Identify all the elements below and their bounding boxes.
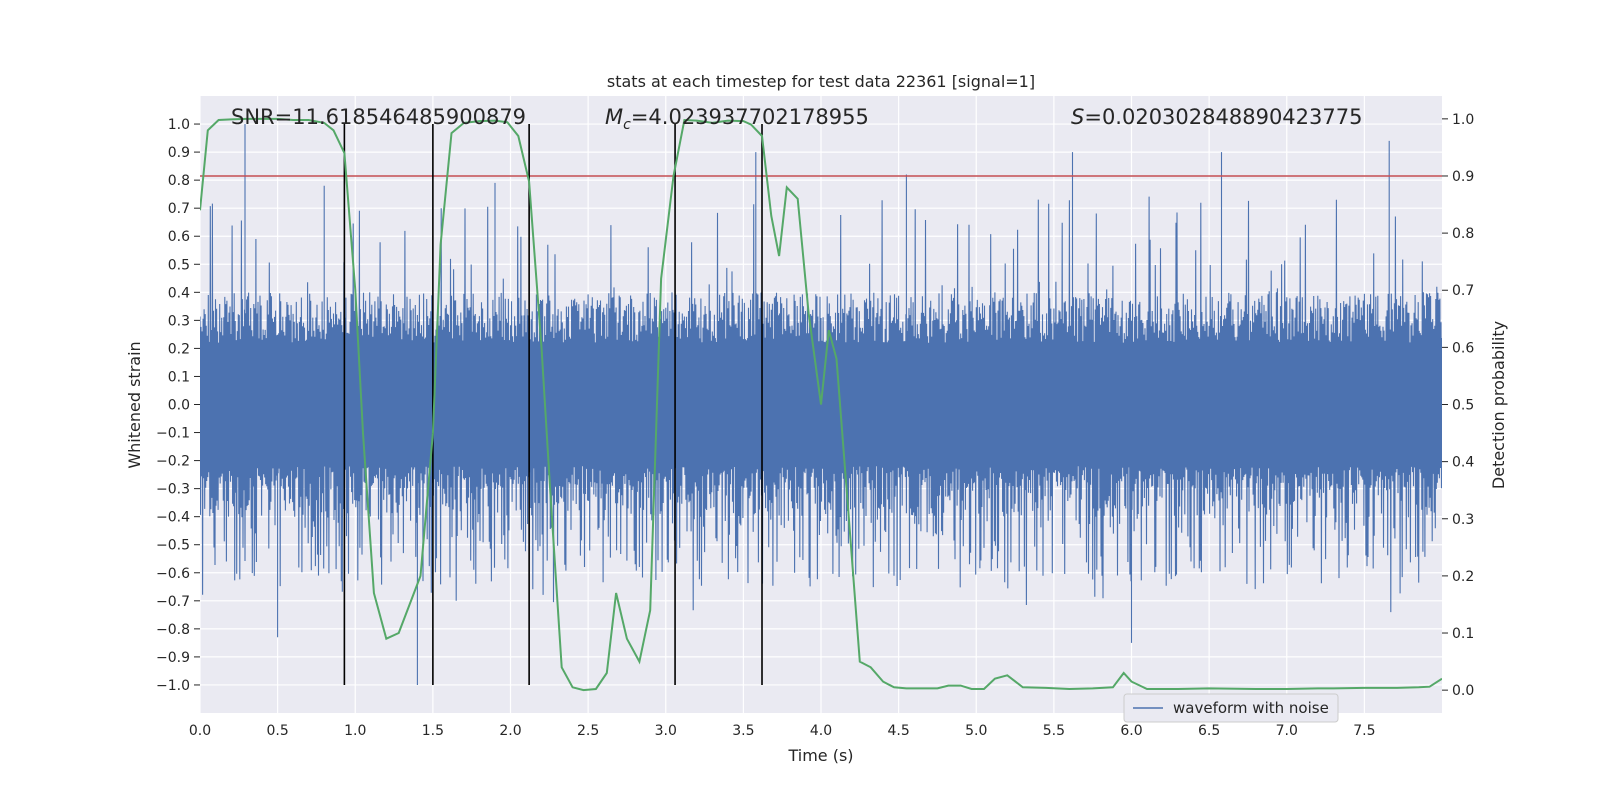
x-tick-label: 5.5 (1043, 723, 1065, 739)
y-left-tick-label: −0.4 (156, 510, 190, 526)
y-left-tick-label: 0.9 (168, 145, 190, 161)
y-left-tick-label: 0.0 (168, 398, 190, 414)
y-right-tick-label: 0.6 (1452, 340, 1474, 356)
x-tick-label: 1.5 (422, 723, 444, 739)
x-tick-label: 4.0 (810, 723, 832, 739)
x-axis-label: Time (s) (787, 746, 853, 765)
y-right-tick-label: 0.4 (1452, 455, 1474, 471)
y-right-tick-label: 0.3 (1452, 512, 1474, 528)
x-tick-label: 3.0 (655, 723, 677, 739)
y-left-tick-label: 0.1 (168, 369, 190, 385)
y-left-tick-label: 0.3 (168, 313, 190, 329)
y-left-tick-label: 0.2 (168, 341, 190, 357)
probability-line (200, 117, 1442, 692)
right-axis-ticks: 1.0 0.9 0.8 0.7 0.6 0.5 0.4 0.3 0.2 0.1 0.0 (1442, 112, 1474, 699)
y-left-tick-label: −0.2 (156, 454, 190, 470)
mc-symbol: M (605, 105, 623, 129)
y-right-tick-label: 0.2 (1452, 569, 1474, 585)
y-right-tick-label: 0.1 (1452, 626, 1474, 642)
y-left-tick-label: 0.4 (168, 285, 190, 301)
y-left-tick-label: −1.0 (156, 678, 190, 694)
s-value: =0.020302848890423775 (1084, 105, 1362, 129)
chart-title: stats at each timestep for test data 223… (607, 72, 1035, 91)
y-left-tick-label: −0.8 (156, 622, 190, 638)
y-right-tick-label: 1.0 (1452, 112, 1474, 128)
x-tick-label: 4.5 (887, 723, 909, 739)
mc-value: =4.023937702178955 (631, 105, 869, 129)
left-axis-ticks: 1.0 0.9 0.8 0.7 0.6 0.5 0.4 0.3 0.2 0.1 0.0 −0.1 −0.… (156, 117, 200, 694)
legend-box (1123, 693, 1339, 723)
probability-series (200, 117, 1442, 692)
mc-subscript: c (623, 117, 631, 133)
y-left-tick-label: −0.1 (156, 426, 190, 442)
y-axis-label-right: Detection probability (1489, 321, 1508, 489)
y-left-tick-label: −0.9 (156, 650, 190, 666)
snr-annotation: SNR=11.618546485900879 (231, 105, 526, 129)
y-left-tick-label: 0.8 (168, 173, 190, 189)
x-tick-label: 2.5 (577, 723, 599, 739)
y-right-tick-label: 0.9 (1452, 169, 1474, 185)
y-axis-label-left: Whitened strain (125, 341, 144, 468)
y-right-tick-label: 0.7 (1452, 283, 1474, 299)
x-tick-label: 7.0 (1276, 723, 1298, 739)
y-left-tick-label: 0.5 (168, 257, 190, 273)
waveform-series (200, 124, 1442, 685)
x-tick-label: 6.0 (1120, 723, 1142, 739)
y-left-tick-label: −0.6 (156, 566, 190, 582)
x-tick-label: 6.5 (1198, 723, 1220, 739)
y-left-tick-label: −0.3 (156, 482, 190, 498)
y-right-tick-label: 0.0 (1452, 683, 1474, 699)
x-tick-label: 2.0 (499, 723, 521, 739)
waveform-line (200, 124, 1442, 685)
mc-annotation: Mc=4.023937702178955 (605, 105, 869, 133)
x-tick-label: 5.0 (965, 723, 987, 739)
legend-label: waveform with noise (1173, 699, 1329, 717)
y-left-tick-label: 1.0 (168, 117, 190, 133)
y-left-tick-label: 0.6 (168, 229, 190, 245)
y-left-tick-label: 0.7 (168, 201, 190, 217)
y-right-tick-label: 0.8 (1452, 226, 1474, 242)
y-left-tick-label: −0.5 (156, 538, 190, 554)
s-annotation: S=0.020302848890423775 (1071, 105, 1362, 129)
s-symbol: S (1071, 105, 1084, 129)
x-tick-label: 7.5 (1353, 723, 1375, 739)
legend: waveform with noise (1123, 693, 1339, 723)
x-tick-label: 1.0 (344, 723, 366, 739)
x-axis-ticks: 0.0 0.5 1.0 1.5 2.0 2.5 3.0 3.5 4.0 4.5 5.0 5.5 6.0 6… (189, 723, 1376, 739)
y-left-tick-label: −0.7 (156, 594, 190, 610)
x-tick-label: 0.0 (189, 723, 211, 739)
event-markers (343, 124, 763, 685)
x-tick-label: 0.5 (266, 723, 288, 739)
x-tick-label: 3.5 (732, 723, 754, 739)
y-right-tick-label: 0.5 (1452, 398, 1474, 414)
